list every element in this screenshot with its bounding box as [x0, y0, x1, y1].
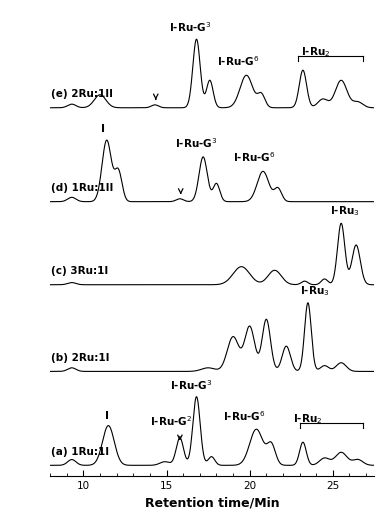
Text: (e) 2Ru:1II: (e) 2Ru:1II	[51, 89, 113, 99]
Text: I-Ru$_3$: I-Ru$_3$	[330, 204, 359, 218]
Text: I: I	[102, 124, 105, 135]
Text: I-Ru$_3$: I-Ru$_3$	[300, 284, 329, 298]
Text: I: I	[105, 411, 109, 420]
Text: (d) 1Ru:1II: (d) 1Ru:1II	[51, 183, 113, 193]
Text: I-Ru-G$^3$: I-Ru-G$^3$	[169, 20, 211, 34]
Text: (a) 1Ru:1I: (a) 1Ru:1I	[51, 446, 109, 457]
Text: I-Ru-G$^6$: I-Ru-G$^6$	[217, 54, 259, 68]
Text: I-Ru$_2$: I-Ru$_2$	[301, 45, 331, 59]
Text: I-Ru-G$^6$: I-Ru-G$^6$	[234, 151, 276, 164]
Text: I-Ru-G$^3$: I-Ru-G$^3$	[175, 136, 218, 150]
Text: I-Ru-G$^6$: I-Ru-G$^6$	[223, 410, 266, 423]
Text: (b) 2Ru:1I: (b) 2Ru:1I	[51, 353, 110, 362]
Text: I-Ru-G$^2$: I-Ru-G$^2$	[151, 414, 193, 428]
X-axis label: Retention time/Min: Retention time/Min	[145, 497, 279, 509]
Text: I-Ru-G$^3$: I-Ru-G$^3$	[170, 378, 213, 392]
Text: I-Ru$_2$: I-Ru$_2$	[293, 412, 323, 425]
Text: (c) 3Ru:1I: (c) 3Ru:1I	[51, 266, 108, 276]
